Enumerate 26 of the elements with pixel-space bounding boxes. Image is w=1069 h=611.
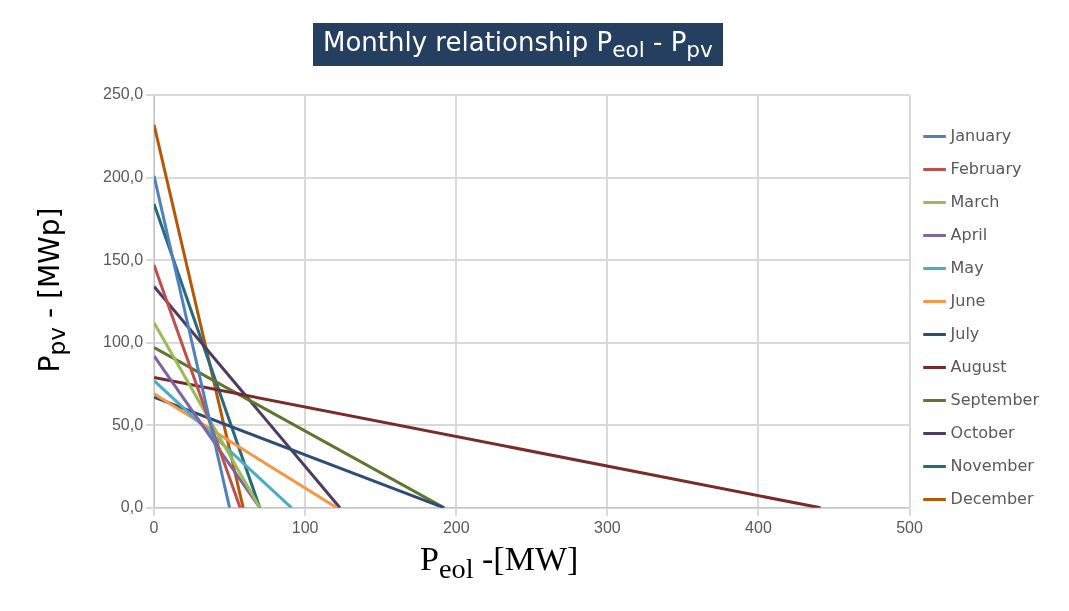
x-axis-title: P$_{eol}$ -[MW]: [420, 540, 579, 585]
legend-label: October: [950, 422, 1016, 442]
x-tick-label: 100: [291, 518, 319, 536]
legend-label: July: [949, 323, 980, 343]
y-tick-label: 0,0: [120, 498, 144, 516]
legend-label: December: [950, 488, 1034, 508]
legend-label: August: [950, 356, 1007, 376]
y-tick-label: 50,0: [111, 415, 144, 433]
legend-label: April: [950, 224, 988, 244]
y-tick-label: 150,0: [102, 250, 144, 268]
legend-label: September: [950, 389, 1040, 409]
x-tick-label: 0: [149, 518, 159, 536]
x-tick-label: 300: [594, 518, 621, 536]
x-tick-label: 400: [745, 518, 772, 536]
x-tick-label: 500: [896, 518, 924, 536]
legend-label: February: [950, 158, 1022, 178]
x-tick-label: 200: [442, 518, 470, 536]
legend-label: June: [949, 290, 986, 310]
legend-label: January: [949, 125, 1012, 145]
y-tick-label: 200,0: [102, 167, 144, 185]
legend-label: March: [950, 191, 1000, 211]
legend-label: November: [950, 455, 1035, 475]
legend-label: May: [950, 257, 984, 277]
y-tick-label: 250,0: [102, 85, 144, 103]
chart-title: Monthly relationship P$_{eol}$ - P$_{pv}$: [313, 23, 723, 67]
y-tick-label: 100,0: [102, 333, 144, 351]
